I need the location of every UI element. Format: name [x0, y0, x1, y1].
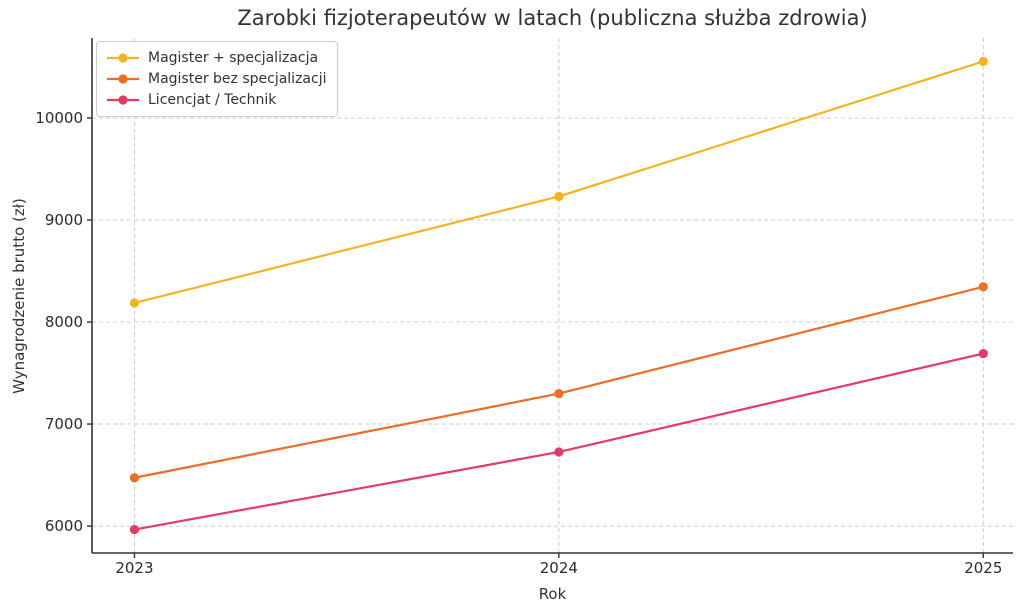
legend-dot — [118, 95, 128, 105]
y-tick-label: 7000 — [45, 415, 83, 433]
data-point-licencjat-technik-2023 — [129, 524, 140, 535]
y-tick-label: 10000 — [35, 109, 83, 127]
legend-item-licencjat-technik: Licencjat / Technik — [106, 92, 326, 108]
y-tick-label: 9000 — [45, 211, 83, 229]
data-point-licencjat-technik-2024 — [554, 447, 564, 457]
legend-dot — [118, 53, 128, 63]
legend-marker-icon — [107, 74, 139, 84]
data-point-magister-bez-specjalizacji-2024 — [554, 388, 564, 399]
x-axis-label: Rok — [538, 585, 567, 603]
y-tick-label: 8000 — [45, 313, 83, 331]
data-point-magister-specjalizacja-2024 — [554, 191, 564, 202]
data-point-magister-bez-specjalizacji-2023 — [129, 473, 140, 483]
legend-label: Licencjat / Technik — [148, 92, 277, 108]
data-point-magister-specjalizacja-2023 — [129, 298, 140, 308]
x-tick-label: 2023 — [115, 559, 153, 577]
legend-marker-icon — [107, 53, 139, 63]
legend-marker-icon — [107, 95, 139, 105]
chart-title: Zarobki fizjoterapeutów w latach (public… — [237, 6, 868, 30]
x-tick-label: 2025 — [964, 559, 1002, 577]
legend-dot — [118, 74, 128, 84]
data-point-licencjat-technik-2025 — [978, 348, 988, 359]
y-axis-label: Wynagrodzenie brutto (zł) — [10, 198, 28, 394]
legend-label: Magister bez specjalizacji — [148, 71, 327, 87]
data-point-magister-bez-specjalizacji-2025 — [978, 282, 988, 292]
data-point-magister-specjalizacja-2025 — [978, 56, 988, 67]
y-tick-label: 6000 — [45, 517, 83, 535]
x-tick-label: 2024 — [540, 559, 578, 577]
legend-item-magister-bez-specjalizacji: Magister bez specjalizacji — [106, 71, 326, 87]
legend-label: Magister + specjalizacja — [148, 50, 319, 66]
legend: Magister + specjalizacja Magister bez spe… — [96, 41, 339, 117]
legend-item-magister-specjalizacja: Magister + specjalizacja — [106, 50, 326, 66]
